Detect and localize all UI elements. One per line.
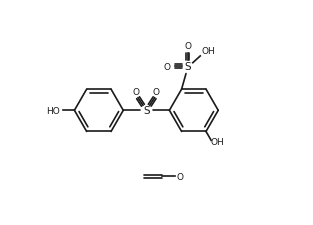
- Text: OH: OH: [210, 137, 224, 146]
- Text: O: O: [184, 42, 191, 51]
- Text: O: O: [177, 172, 183, 181]
- Text: O: O: [153, 88, 160, 96]
- Text: S: S: [143, 106, 150, 116]
- Text: S: S: [184, 62, 191, 72]
- Text: O: O: [164, 62, 171, 71]
- Text: OH: OH: [201, 46, 215, 55]
- Text: HO: HO: [46, 106, 60, 115]
- Text: O: O: [133, 88, 140, 96]
